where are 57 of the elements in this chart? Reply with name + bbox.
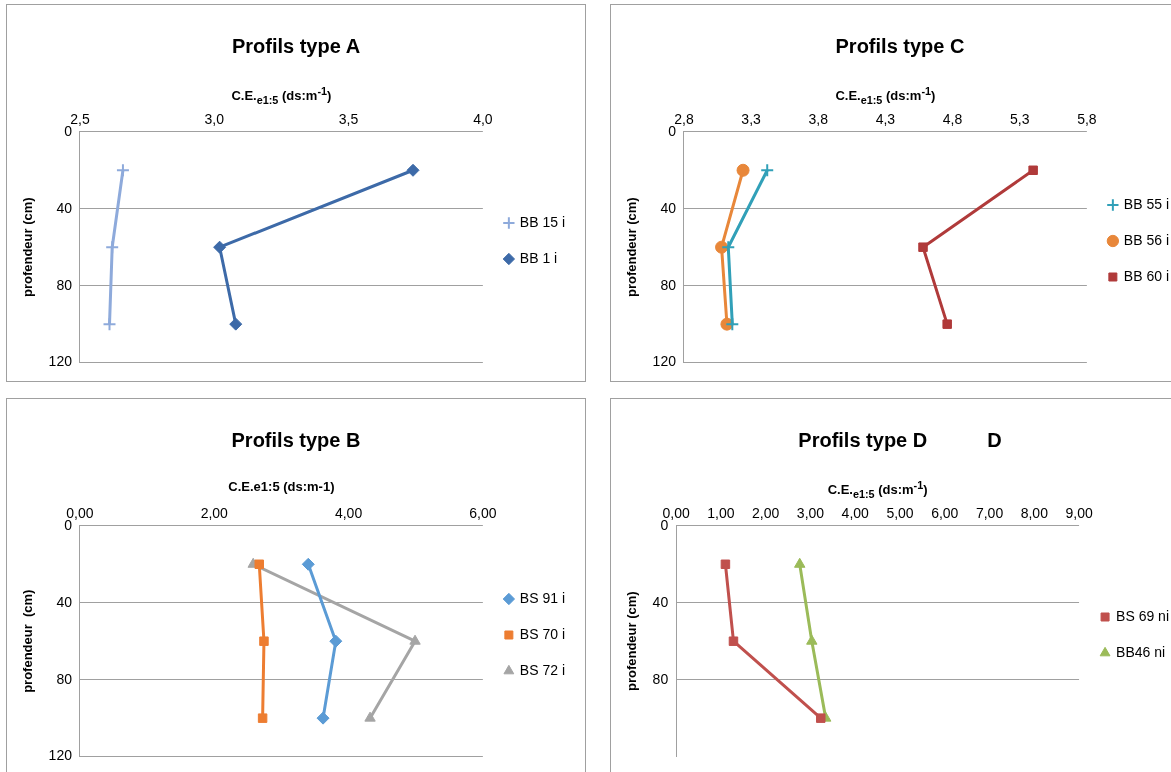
legend-label: BB 55 i xyxy=(1123,195,1169,212)
x-axis-title: C.E.$_{e1:5}$ (ds:m$^{-1}$) xyxy=(231,85,332,106)
x-tick-label: 1,00 xyxy=(707,505,735,522)
chart-title: Profils type A xyxy=(231,35,361,58)
y-tick-label: 80 xyxy=(56,670,73,687)
x-tick-label: 9,00 xyxy=(1065,505,1093,522)
x-tick-label: 3,3 xyxy=(741,111,762,128)
y-tick-label: 120 xyxy=(48,747,73,764)
y-axis-title: profendeur (cm) xyxy=(624,591,640,692)
text: D xyxy=(987,429,1002,452)
x-tick-label: 4,8 xyxy=(942,111,963,128)
x-tick-label: 2,00 xyxy=(200,505,229,522)
x-tick-label: 4,3 xyxy=(875,111,896,128)
y-tick-label: 40 xyxy=(56,199,73,216)
legend-label: BB 60 i xyxy=(1123,267,1169,284)
x-tick-label: 7,00 xyxy=(975,505,1004,522)
legend-label: BB46 ni xyxy=(1116,643,1166,660)
y-tick-label: 40 xyxy=(56,593,73,610)
y-tick-label: 80 xyxy=(652,670,669,687)
legend-label: BB 1 i xyxy=(519,249,558,266)
y-tick-label: 40 xyxy=(652,593,669,610)
x-tick-label: 6,00 xyxy=(469,505,497,522)
x-tick-label: 2,8 xyxy=(674,111,694,128)
chart-title: Profils type D xyxy=(798,429,928,452)
chart-title: Profils type C xyxy=(835,35,965,58)
y-axis-title: profendeur (cm) xyxy=(20,589,36,693)
x-axis-title: C.E.e1:5 (ds:m-1) xyxy=(228,479,335,494)
x-tick-label: 4,00 xyxy=(334,505,363,522)
y-tick-label: 120 xyxy=(48,353,73,370)
x-axis-title: C.E.$_{e1:5}$ (ds:m$^{-1}$) xyxy=(827,479,928,500)
legend-label: BS 69 ni xyxy=(1116,607,1170,624)
x-tick-label: 2,00 xyxy=(752,505,780,522)
y-axis-title: profendeur (cm) xyxy=(624,197,640,298)
x-tick-label: 3,5 xyxy=(338,111,359,128)
chart-title: Profils type B xyxy=(231,429,361,452)
legend-label: BS 72 i xyxy=(519,661,565,678)
x-tick-label: 4,00 xyxy=(841,505,870,522)
x-axis-title: C.E.$_{e1:5}$ (ds:m$^{-1}$) xyxy=(835,85,936,106)
legend-label: BB 15 i xyxy=(519,213,565,230)
legend-label: BS 70 i xyxy=(519,625,565,642)
y-tick-label: 120 xyxy=(652,353,677,370)
x-tick-label: 5,00 xyxy=(886,505,914,522)
x-tick-label: 5,3 xyxy=(1009,111,1030,128)
x-tick-label: 5,8 xyxy=(1077,111,1097,128)
x-tick-label: 8,00 xyxy=(1020,505,1049,522)
x-tick-label: 4,0 xyxy=(473,111,493,128)
legend-label: BS 91 i xyxy=(519,589,565,606)
y-tick-label: 80 xyxy=(660,276,677,293)
legend-label: BB 56 i xyxy=(1123,231,1169,248)
x-tick-label: 3,0 xyxy=(204,111,225,128)
y-axis-title: profendeur (cm) xyxy=(20,197,36,298)
x-tick-label: 3,00 xyxy=(796,505,825,522)
x-tick-label: 3,8 xyxy=(808,111,829,128)
x-tick-label: 6,00 xyxy=(931,505,959,522)
y-tick-label: 40 xyxy=(660,199,677,216)
x-tick-label: 2,5 xyxy=(70,111,90,128)
y-tick-label: 80 xyxy=(56,276,73,293)
